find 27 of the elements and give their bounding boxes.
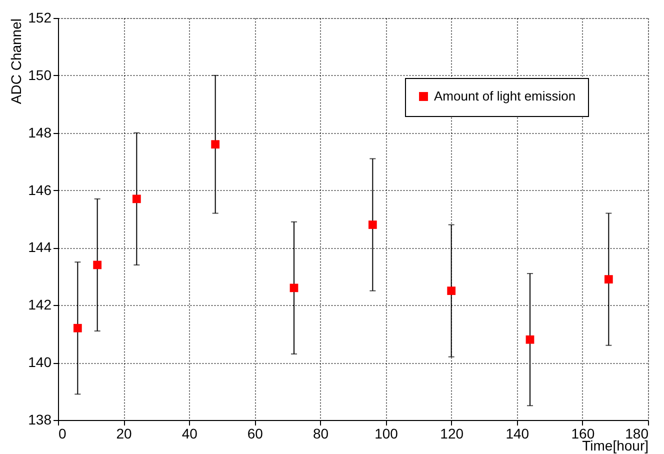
x-tick-label: 0 (58, 426, 66, 442)
y-tick-label: 138 (28, 412, 52, 428)
x-tick-label: 40 (182, 426, 198, 442)
point (211, 140, 220, 149)
x-tick-label: 80 (312, 426, 329, 442)
y-tick-label: 142 (28, 296, 52, 313)
y-tick-label: 150 (28, 66, 52, 83)
y-tick-label: 148 (28, 124, 52, 140)
x-tick-label: 120 (440, 426, 464, 442)
point (447, 286, 456, 295)
point (73, 324, 82, 332)
x-tick-label: 60 (247, 426, 264, 442)
point (604, 275, 613, 284)
x-tick-label: 140 (506, 426, 530, 442)
point (368, 220, 377, 229)
y-tick-label: 146 (28, 182, 52, 198)
point (132, 194, 141, 204)
point (290, 284, 298, 292)
y-tick-label: 152 (28, 10, 52, 26)
y-tick-label: 144 (28, 239, 52, 256)
point (93, 260, 102, 270)
x-tick-label: 20 (116, 426, 132, 442)
legend-label: Amount of light emission (434, 88, 576, 104)
y-tick-label: 140 (28, 354, 52, 370)
x-tick-label: 100 (374, 426, 398, 442)
y-axis-title: ADC Channel (8, 18, 24, 104)
point (526, 335, 534, 344)
